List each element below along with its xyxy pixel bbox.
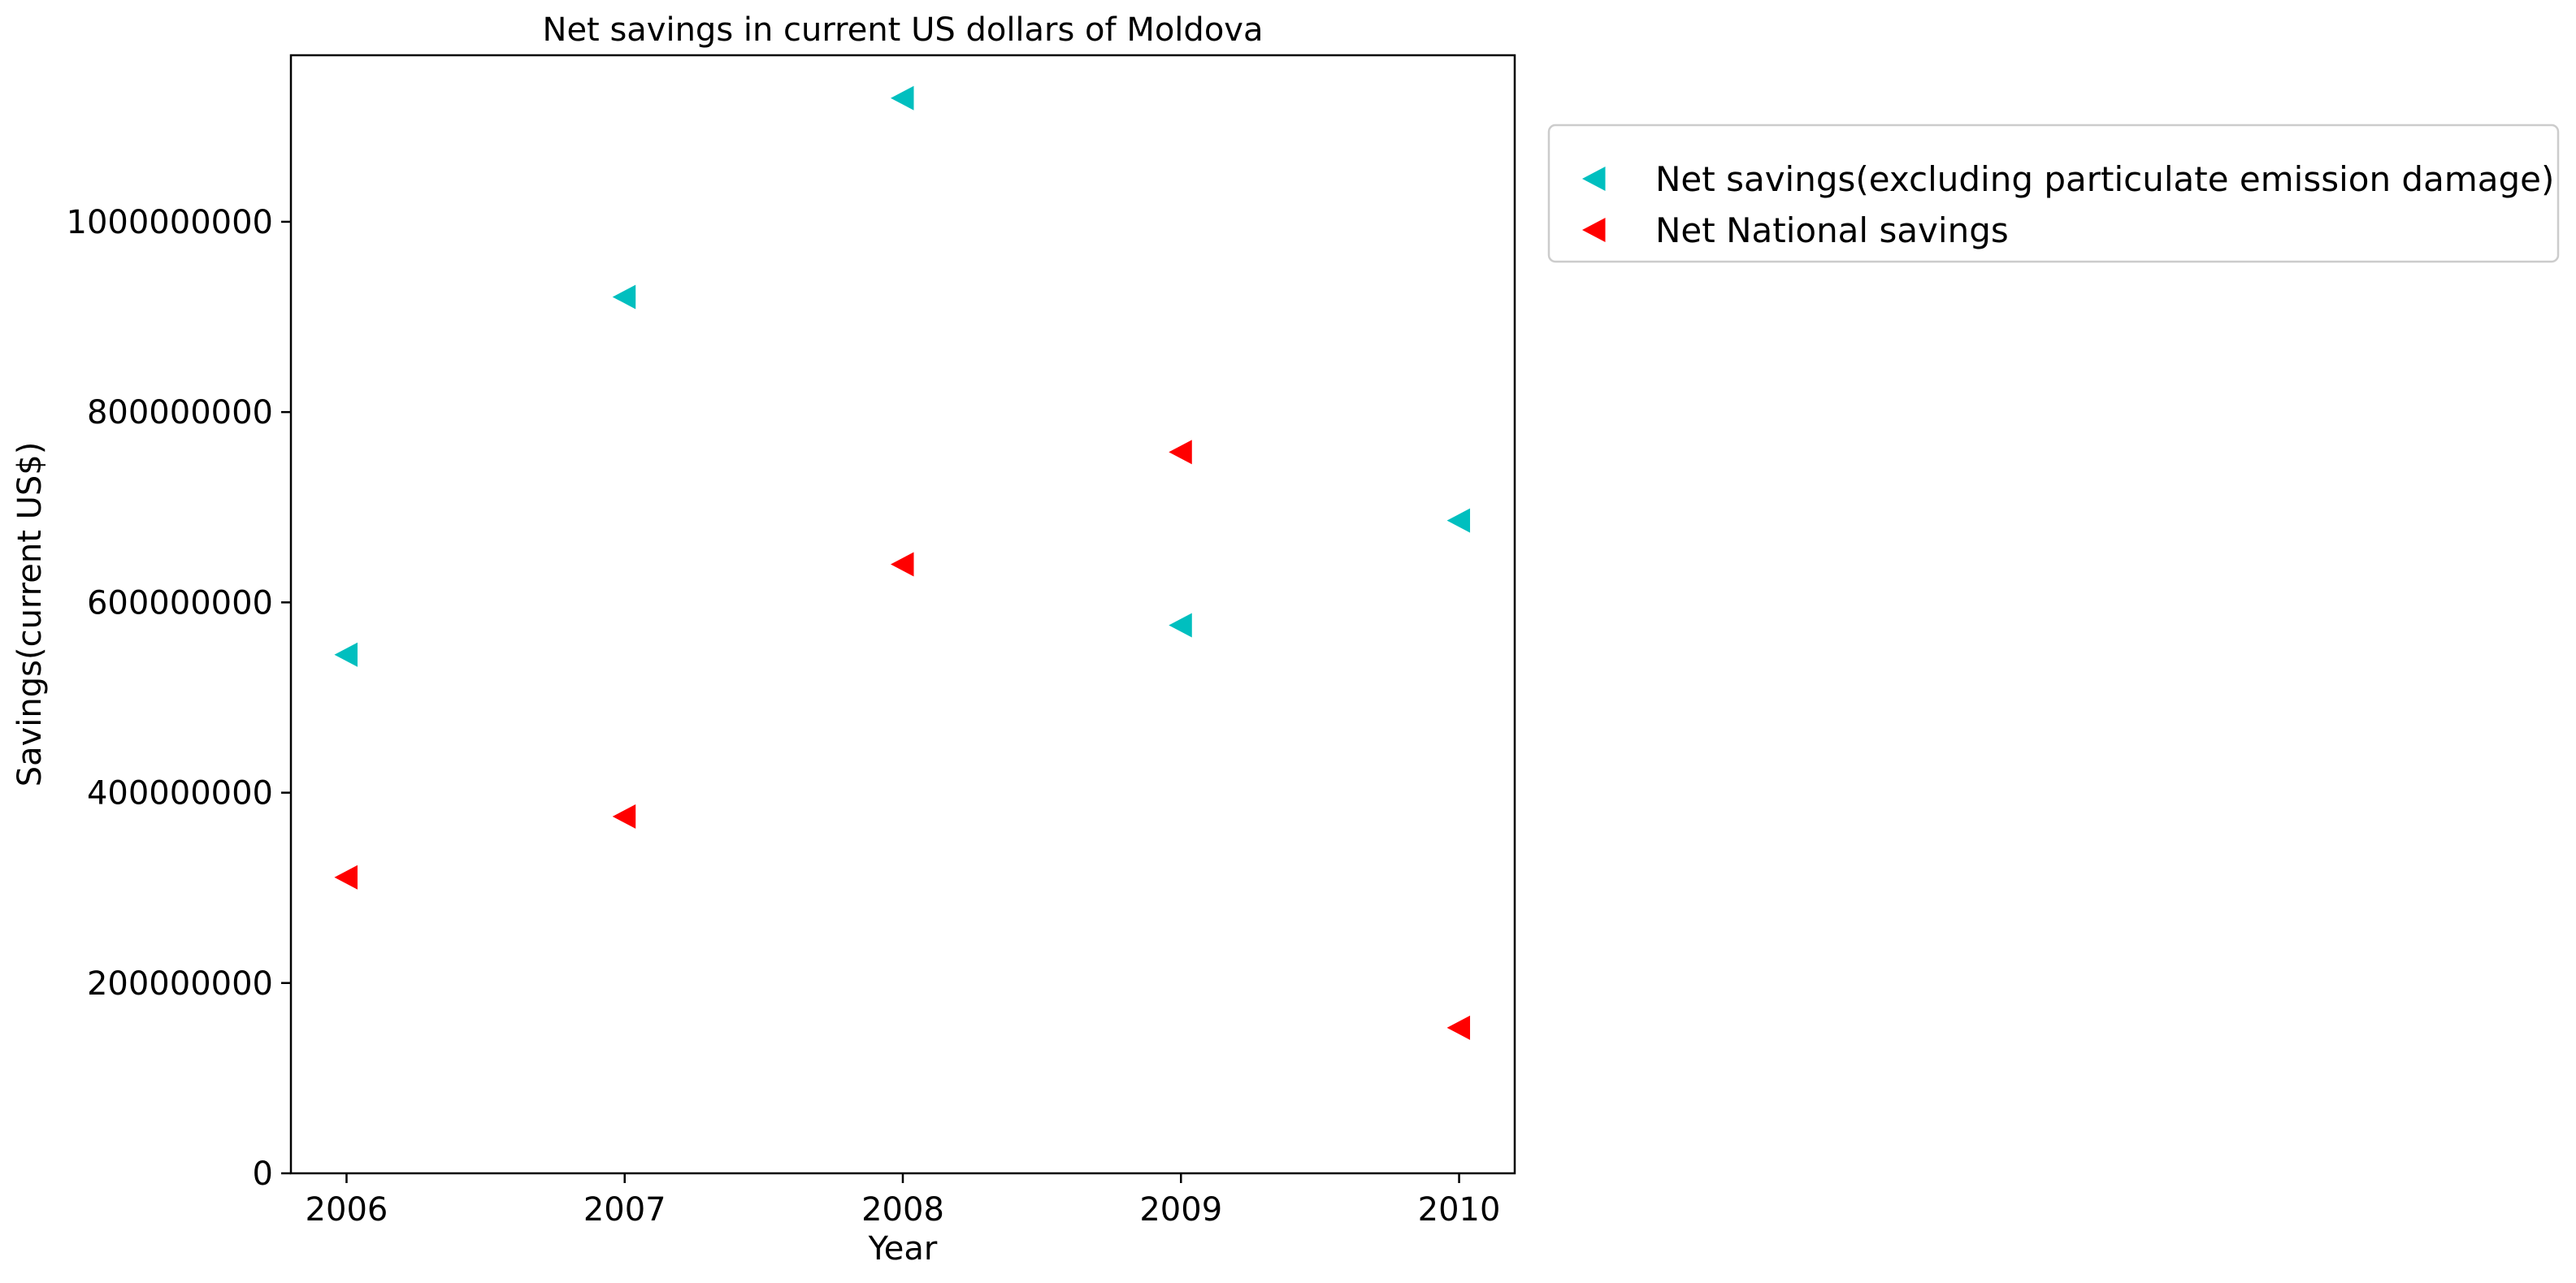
data-point-series-2 bbox=[334, 865, 358, 890]
data-points bbox=[334, 85, 1471, 1040]
x-axis: 2006 2007 2008 2009 2010 bbox=[306, 1173, 1501, 1229]
data-point-series-1 bbox=[334, 642, 358, 667]
y-tick-label: 1000000000 bbox=[67, 204, 274, 241]
legend-label: Net savings(excluding particulate emissi… bbox=[1655, 159, 2554, 199]
y-tick-label: 400000000 bbox=[87, 775, 273, 813]
data-point-series-1 bbox=[612, 284, 636, 310]
x-tick-label: 2010 bbox=[1418, 1191, 1501, 1229]
legend-marker bbox=[1582, 167, 1606, 191]
y-axis-label: Savings(current US$) bbox=[11, 442, 49, 787]
x-tick-label: 2007 bbox=[583, 1191, 666, 1229]
x-axis-label: Year bbox=[868, 1230, 938, 1268]
legend-marker bbox=[1582, 218, 1606, 242]
chart-title: Net savings in current US dollars of Mol… bbox=[543, 11, 1264, 49]
legend: Net savings(excluding particulate emissi… bbox=[1547, 124, 2560, 263]
data-point-series-1 bbox=[1446, 508, 1471, 533]
plot-area bbox=[289, 54, 1516, 1175]
y-tick-label: 600000000 bbox=[87, 584, 273, 622]
legend-box bbox=[1547, 124, 2560, 263]
data-point-series-2 bbox=[1446, 1015, 1471, 1040]
y-axis: 0 200000000 400000000 600000000 800000000 100… bbox=[67, 204, 291, 1193]
data-point-series-2 bbox=[1169, 440, 1192, 465]
x-tick-label: 2006 bbox=[306, 1191, 388, 1229]
y-tick-label: 0 bbox=[253, 1155, 273, 1193]
legend-label: Net National savings bbox=[1655, 210, 2009, 250]
data-point-series-2 bbox=[891, 552, 914, 577]
y-tick-label: 800000000 bbox=[87, 394, 273, 431]
x-tick-label: 2008 bbox=[861, 1191, 944, 1229]
data-point-series-2 bbox=[612, 804, 636, 829]
data-point-series-1 bbox=[891, 85, 914, 111]
x-tick-label: 2009 bbox=[1139, 1191, 1222, 1229]
data-point-series-1 bbox=[1169, 613, 1192, 638]
y-tick-label: 200000000 bbox=[87, 965, 273, 1003]
